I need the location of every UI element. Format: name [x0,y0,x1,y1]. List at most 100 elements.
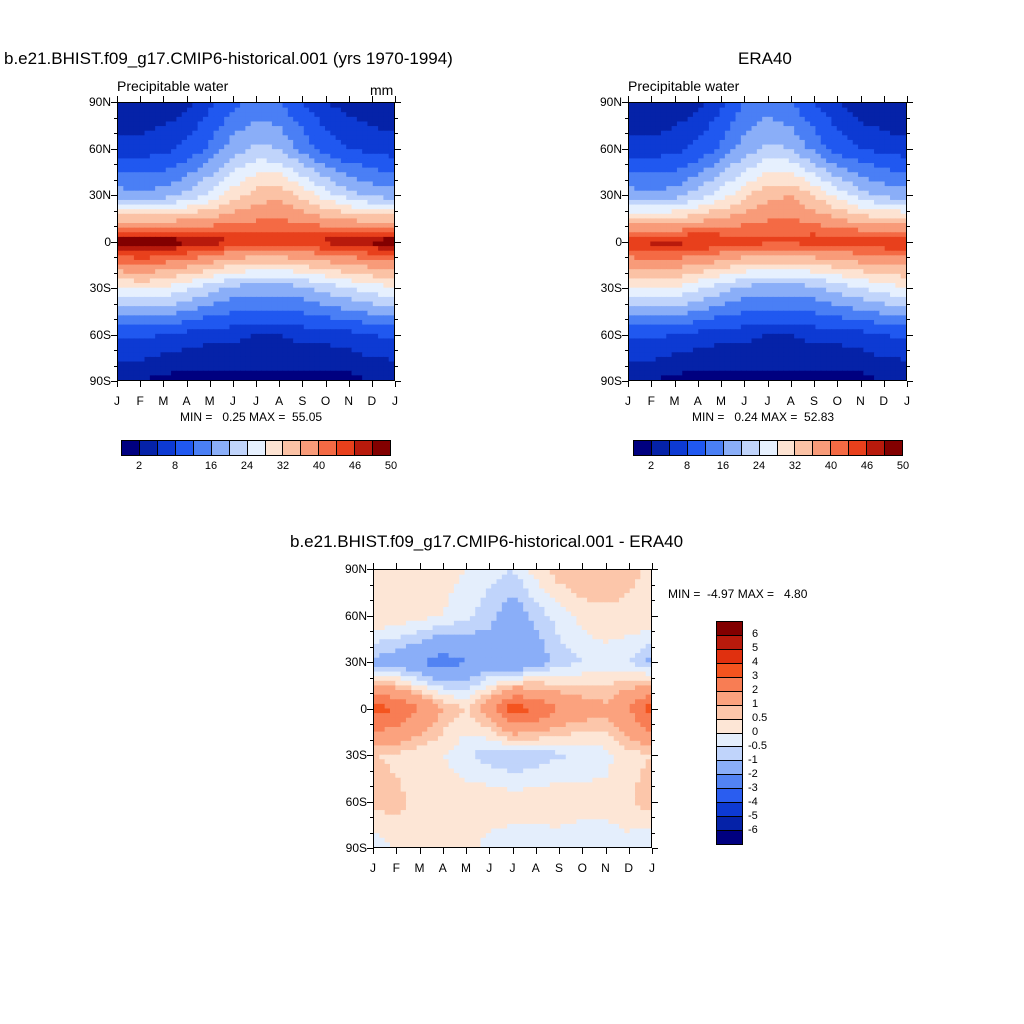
heatmap-cell [644,144,651,150]
heatmap-cell [804,144,811,150]
heatmap-cell [900,186,906,192]
heatmap-cell [187,144,193,150]
heatmap-cell [660,195,667,201]
heatmap-cell [655,176,662,183]
heatmap-cell [687,163,694,169]
heatmap-cell [213,139,220,146]
heatmap-cell [118,172,124,178]
heatmap-cell [714,158,721,164]
heatmap-cell [192,112,199,118]
heatmap-cell [772,227,779,233]
heatmap-cell [890,181,896,187]
heatmap-cell [666,176,673,183]
heatmap-cell [863,236,870,243]
heatmap-cell [362,181,369,187]
heatmap-cell [794,172,801,178]
heatmap-cell [634,190,641,196]
heatmap-cell [772,144,779,150]
heatmap-cell [362,301,369,307]
heatmap-cell [874,107,880,113]
heatmap-cell [298,209,305,215]
heatmap-cell [356,241,363,247]
heatmap-cell [810,181,817,187]
heatmap-cell [340,343,347,349]
heatmap-cell [234,315,241,321]
heatmap-cell [660,163,667,169]
heatmap-cell [346,130,353,136]
heatmap-cell [303,269,310,275]
heatmap-cell [176,278,183,284]
heatmap-cell [719,135,726,141]
heatmap-cell [187,181,193,187]
heatmap-cell [293,310,300,316]
heatmap-cell [644,218,651,224]
heatmap-cell [826,195,833,201]
heatmap-cell [346,278,353,284]
heatmap-cell [639,126,646,132]
heatmap-cell [187,209,193,215]
heatmap-cell [256,223,262,229]
heatmap-cell [351,255,358,261]
heatmap-cell [187,223,193,229]
heatmap-cell [682,167,689,173]
heatmap-cell [261,287,268,293]
heatmap-cell [794,135,801,141]
heatmap-cell [826,139,833,146]
heatmap-cell [372,204,379,210]
heatmap-cell [245,255,252,261]
heatmap-cell [367,167,374,173]
heatmap-cell [218,241,225,247]
heatmap-cell [836,186,843,192]
heatmap-cell [890,153,896,159]
heatmap-cell [187,306,193,312]
heatmap-cell [762,255,769,261]
heatmap-cell [213,375,220,380]
heatmap-cell [671,139,678,146]
heatmap-cell [160,167,167,173]
heatmap-cell [160,361,167,367]
heatmap-cell [176,135,183,141]
heatmap-cell [218,259,225,266]
heatmap-cell [149,139,156,146]
heatmap-cell [692,126,699,132]
heatmap-cell [309,232,315,238]
heatmap-cell [698,167,705,173]
heatmap-cell [340,103,347,109]
heatmap-cell [767,255,774,261]
heatmap-cell [309,107,315,113]
heatmap-cell [271,333,278,340]
heatmap-cell [671,199,678,206]
heatmap-cell [250,195,257,201]
heatmap-cell [874,163,880,169]
heatmap-cell [799,130,806,136]
heatmap-cell [181,370,188,376]
heatmap-cell [139,223,146,229]
heatmap-cell [176,181,183,187]
heatmap-cell [378,172,384,178]
heatmap-cell [340,310,347,316]
heatmap-cell [314,333,321,340]
heatmap-cell [746,112,753,118]
heatmap-cell [351,319,358,326]
heatmap-cell [250,319,257,326]
heatmap-cell [676,167,683,173]
heatmap-cell [208,213,215,220]
heatmap-cell [144,296,151,303]
heatmap-cell [192,329,199,335]
heatmap-cell [330,241,337,247]
heatmap-cell [682,130,689,136]
heatmap-cell [879,223,886,229]
heatmap-cell [309,236,315,243]
heatmap-cell [298,375,305,380]
heatmap-cell [144,112,151,118]
heatmap-cell [229,250,236,256]
heatmap-cell [719,186,726,192]
heatmap-cell [277,361,284,367]
heatmap-cell [724,186,731,192]
heatmap-cell [879,103,886,109]
heatmap-cell [192,218,199,224]
heatmap-cell [724,255,731,261]
heatmap-cell [772,209,779,215]
heatmap-cell [879,218,886,224]
heatmap-cell [319,324,326,330]
